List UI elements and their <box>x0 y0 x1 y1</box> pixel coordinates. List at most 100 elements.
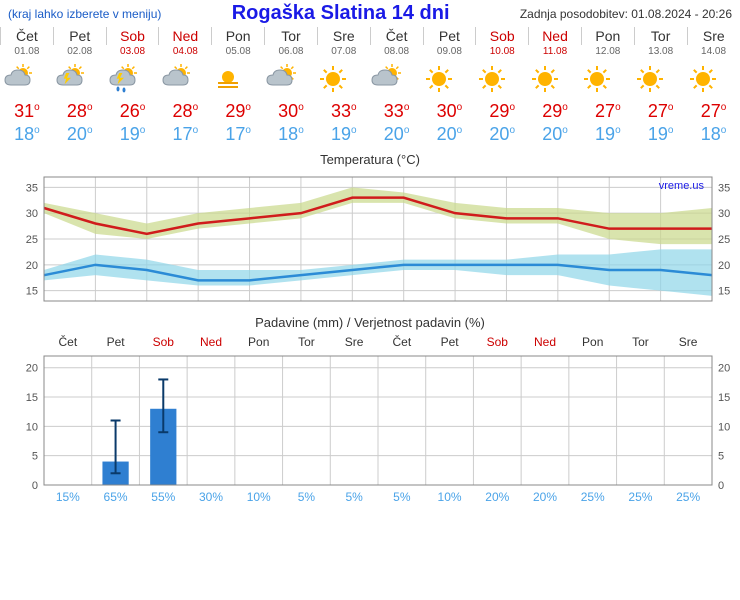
low-temp: 19o <box>317 123 370 146</box>
high-temp: 29o <box>476 100 529 123</box>
precipitation-chart: ČetPetSobNedPonTorSreČetPetSobNedPonTorS… <box>8 332 740 507</box>
svg-text:10%: 10% <box>438 490 462 504</box>
weather-icon <box>106 58 159 100</box>
svg-text:25: 25 <box>26 234 38 246</box>
day-date: 03.08 <box>106 45 159 58</box>
svg-text:20: 20 <box>26 260 38 272</box>
weather-icon <box>212 58 265 100</box>
precip-chart-title: Padavine (mm) / Verjetnost padavin (%) <box>8 315 732 330</box>
day-date: 12.08 <box>581 45 634 58</box>
weather-icon <box>1 58 54 100</box>
high-temp: 28o <box>159 100 212 123</box>
high-temp: 30o <box>265 100 318 123</box>
high-temp: 30o <box>423 100 476 123</box>
day-date: 08.08 <box>370 45 423 58</box>
weather-icon <box>159 58 212 100</box>
day-abbr: Pon <box>212 27 265 45</box>
svg-text:5%: 5% <box>393 490 411 504</box>
svg-text:35: 35 <box>26 182 38 194</box>
svg-text:25%: 25% <box>581 490 605 504</box>
day-abbr: Čet <box>1 27 54 45</box>
low-temp: 17o <box>212 123 265 146</box>
day-date: 14.08 <box>687 45 740 58</box>
svg-text:Ned: Ned <box>200 335 222 349</box>
svg-text:10: 10 <box>718 421 730 433</box>
svg-text:Pon: Pon <box>582 335 603 349</box>
svg-text:Sob: Sob <box>153 335 175 349</box>
high-temp: 33o <box>317 100 370 123</box>
svg-text:15: 15 <box>718 286 730 298</box>
high-temp: 26o <box>106 100 159 123</box>
weather-icon <box>476 58 529 100</box>
low-temp: 20o <box>370 123 423 146</box>
day-abbr: Sre <box>687 27 740 45</box>
low-temp: 20o <box>53 123 106 146</box>
forecast-table: ČetPetSobNedPonTorSreČetPetSobNedPonTorS… <box>0 27 740 146</box>
low-temp: 18o <box>265 123 318 146</box>
svg-text:Pon: Pon <box>248 335 269 349</box>
high-temp: 27o <box>634 100 687 123</box>
low-temp: 19o <box>106 123 159 146</box>
page-title: Rogaška Slatina 14 dni <box>232 2 450 25</box>
svg-text:15: 15 <box>718 392 730 404</box>
svg-text:15%: 15% <box>56 490 80 504</box>
svg-text:15: 15 <box>26 392 38 404</box>
day-date: 11.08 <box>529 45 582 58</box>
day-abbr: Pon <box>581 27 634 45</box>
weather-icon <box>687 58 740 100</box>
svg-text:Sre: Sre <box>345 335 364 349</box>
svg-text:Ned: Ned <box>534 335 556 349</box>
svg-text:15: 15 <box>26 286 38 298</box>
svg-text:25%: 25% <box>628 490 652 504</box>
svg-text:20: 20 <box>718 363 730 375</box>
svg-text:Tor: Tor <box>632 335 649 349</box>
day-abbr: Sre <box>317 27 370 45</box>
svg-text:10: 10 <box>26 421 38 433</box>
high-temp: 29o <box>212 100 265 123</box>
svg-text:20: 20 <box>26 363 38 375</box>
high-temp: 33o <box>370 100 423 123</box>
day-date: 10.08 <box>476 45 529 58</box>
day-abbr: Tor <box>634 27 687 45</box>
svg-text:Čet: Čet <box>59 334 78 349</box>
day-date: 05.08 <box>212 45 265 58</box>
svg-text:Pet: Pet <box>107 335 126 349</box>
svg-text:30%: 30% <box>199 490 223 504</box>
day-date: 13.08 <box>634 45 687 58</box>
svg-text:Tor: Tor <box>298 335 315 349</box>
low-temp: 20o <box>423 123 476 146</box>
day-date: 01.08 <box>1 45 54 58</box>
day-abbr: Pet <box>53 27 106 45</box>
low-temp: 18o <box>1 123 54 146</box>
menu-note: (kraj lahko izberete v meniju) <box>8 7 161 21</box>
svg-text:5%: 5% <box>298 490 316 504</box>
day-date: 09.08 <box>423 45 476 58</box>
high-temp: 31o <box>1 100 54 123</box>
weather-icon <box>634 58 687 100</box>
svg-text:5: 5 <box>32 451 38 463</box>
svg-text:30: 30 <box>718 208 730 220</box>
weather-icon <box>423 58 476 100</box>
day-date: 06.08 <box>265 45 318 58</box>
svg-text:0: 0 <box>32 480 38 492</box>
day-date: 04.08 <box>159 45 212 58</box>
svg-text:35: 35 <box>718 182 730 194</box>
day-abbr: Čet <box>370 27 423 45</box>
svg-text:25: 25 <box>718 234 730 246</box>
svg-text:Čet: Čet <box>393 334 412 349</box>
day-abbr: Sob <box>106 27 159 45</box>
weather-icon <box>370 58 423 100</box>
svg-text:5: 5 <box>718 451 724 463</box>
svg-text:Sre: Sre <box>679 335 698 349</box>
low-temp: 19o <box>634 123 687 146</box>
low-temp: 18o <box>687 123 740 146</box>
low-temp: 20o <box>476 123 529 146</box>
svg-text:vreme.us: vreme.us <box>659 180 705 192</box>
weather-icon <box>581 58 634 100</box>
svg-text:10%: 10% <box>247 490 271 504</box>
svg-text:20%: 20% <box>485 490 509 504</box>
high-temp: 29o <box>529 100 582 123</box>
day-abbr: Sob <box>476 27 529 45</box>
weather-icon <box>317 58 370 100</box>
svg-text:5%: 5% <box>345 490 363 504</box>
